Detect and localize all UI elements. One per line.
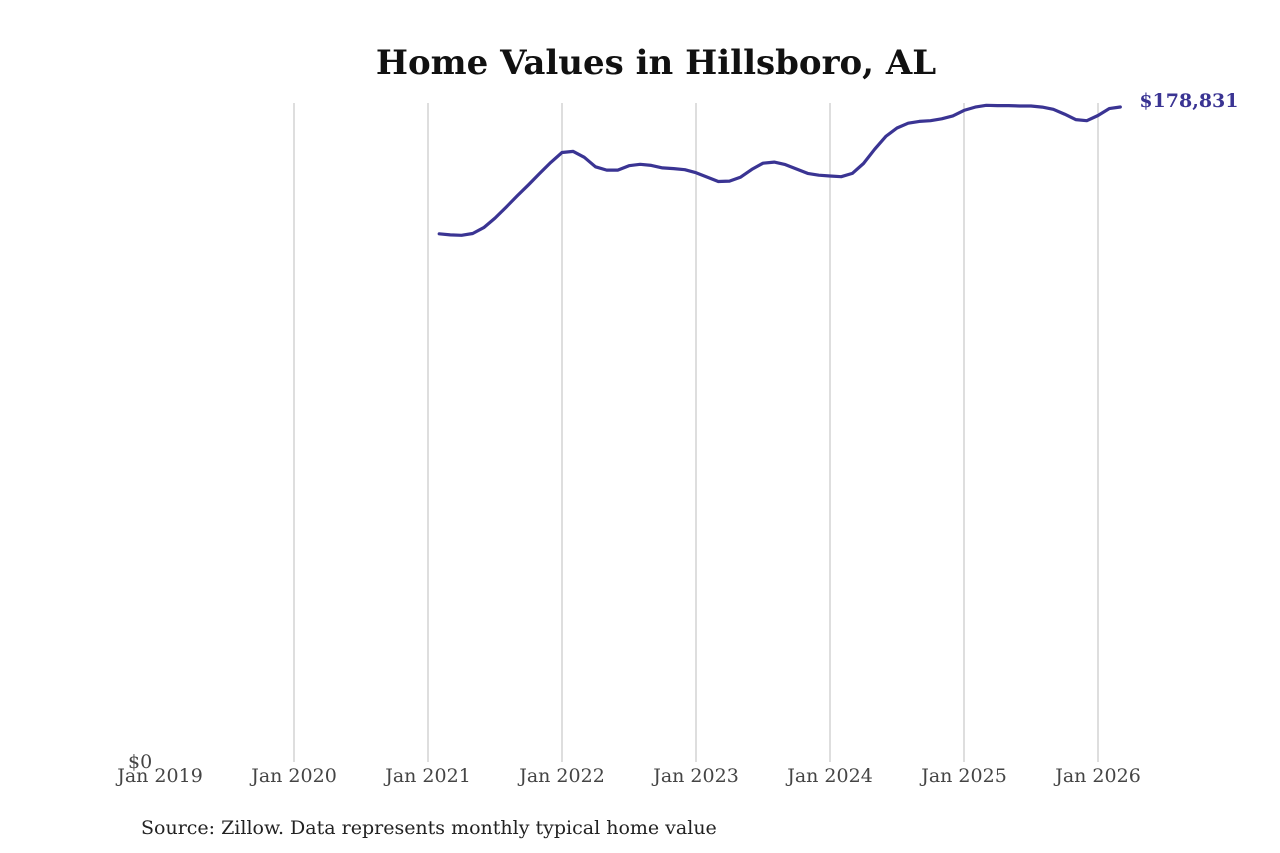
x-tick-label: Jan 2020 xyxy=(249,765,337,787)
source-note: Source: Zillow. Data represents monthly … xyxy=(141,817,717,839)
x-tick-label: Jan 2021 xyxy=(383,765,471,787)
x-tick-label: Jan 2024 xyxy=(785,765,873,787)
x-tick-label: Jan 2019 xyxy=(115,765,203,787)
series-layer: $178,831 xyxy=(437,90,1238,237)
series-line-0 xyxy=(437,103,1122,237)
x-tick-label: Jan 2025 xyxy=(919,765,1007,787)
chart-title: Home Values in Hillsboro, AL xyxy=(376,43,936,83)
axis-labels: Jan 2019 Jan 2020 Jan 2021 Jan 2022 Jan 2023… xyxy=(115,751,1141,787)
x-tick-label: Jan 2026 xyxy=(1053,765,1141,787)
x-tick-label: Jan 2023 xyxy=(651,765,739,787)
x-tick-label: Jan 2022 xyxy=(517,765,605,787)
y-tick-label: $0 xyxy=(128,751,152,773)
end-value-label: $178,831 xyxy=(1139,90,1238,112)
gridlines xyxy=(293,103,1099,762)
